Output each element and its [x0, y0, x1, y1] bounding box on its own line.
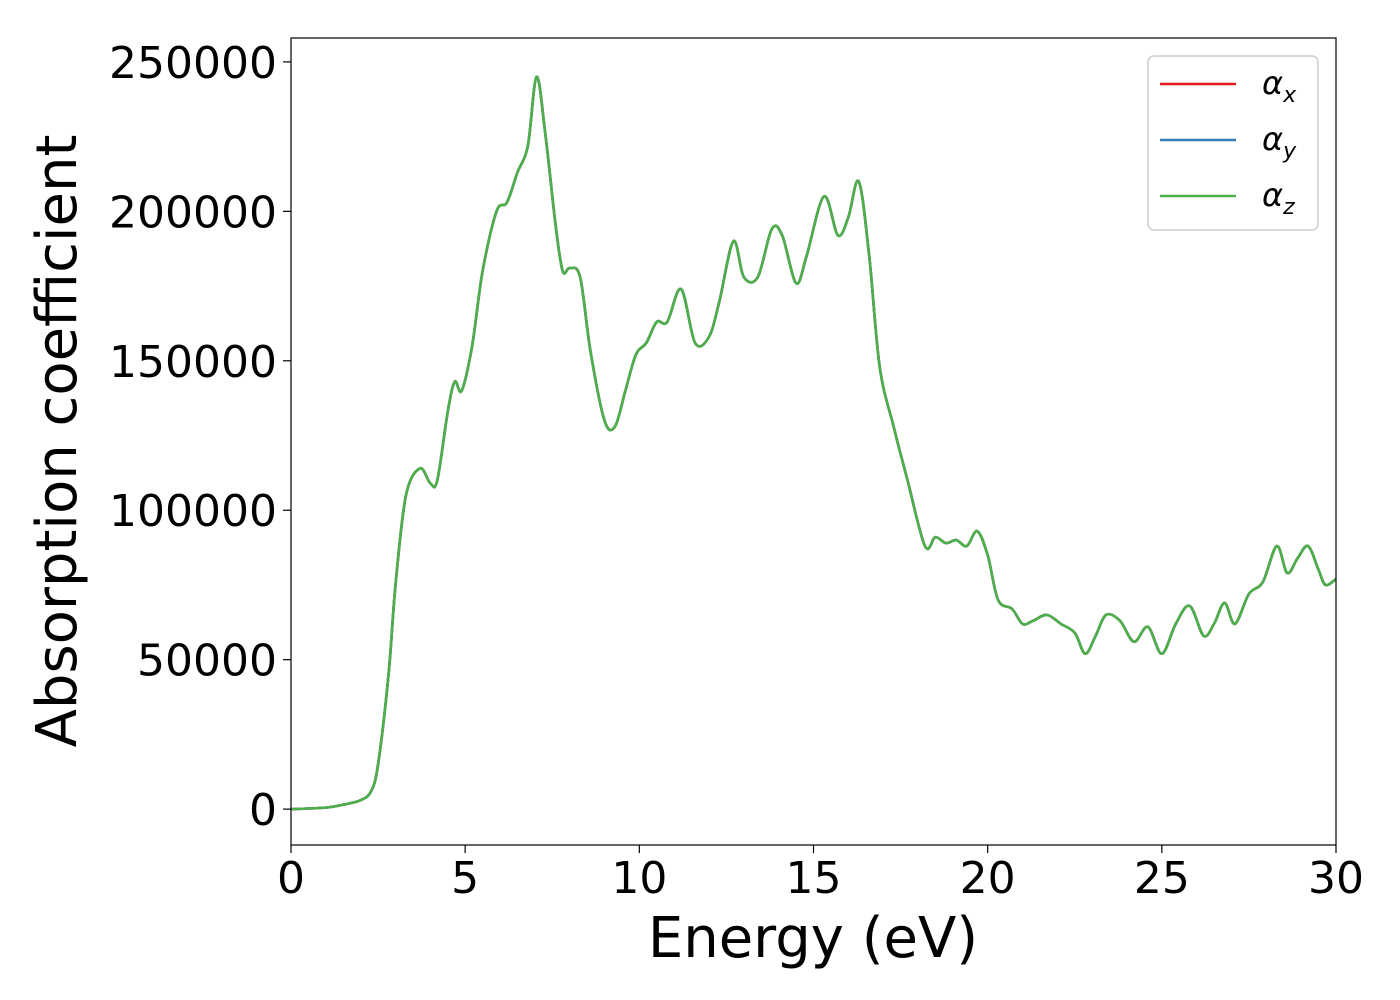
x-tick-label: 0 [277, 853, 305, 904]
y-tick-label: 200000 [109, 187, 277, 238]
x-axis-title: Energy (eV) [648, 906, 978, 971]
legend-box [1147, 55, 1319, 231]
x-axis: 0 5 10 15 20 25 30 [277, 845, 1364, 904]
y-axis-title: Absorption coefficient [25, 135, 90, 748]
x-tick-label: 25 [1134, 853, 1190, 904]
x-tick-label: 15 [786, 853, 842, 904]
x-tick-label: 10 [611, 853, 667, 904]
y-tick-label: 150000 [109, 337, 277, 388]
series-layer [290, 75, 1337, 811]
y-tick-label: 100000 [109, 486, 277, 537]
y-tick-label: 50000 [137, 636, 277, 687]
y-axis: 0 50000 100000 150000 200000 250000 [109, 38, 291, 836]
x-tick-label: 20 [960, 853, 1016, 904]
y-tick-label: 0 [249, 785, 277, 836]
y-tick-label: 250000 [109, 38, 277, 89]
x-tick-label: 5 [451, 853, 479, 904]
series-line-3 [290, 75, 1337, 811]
x-tick-label: 30 [1308, 853, 1364, 904]
